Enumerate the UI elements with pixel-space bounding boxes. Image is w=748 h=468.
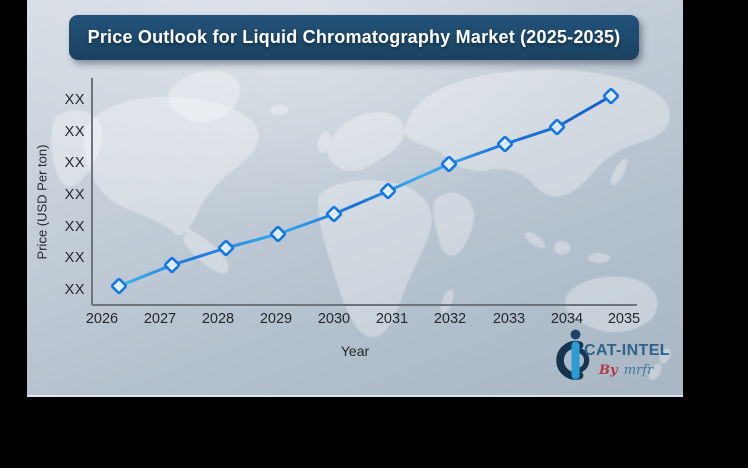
island-borneo: [554, 241, 570, 255]
data-point-marker: [325, 205, 343, 223]
continent-europe: [327, 112, 405, 172]
line-chart-plot: [91, 78, 637, 306]
logo-brand-text: CAT-INTEL: [584, 342, 670, 359]
island-madagascar: [440, 289, 454, 315]
monogram-i-dot: [570, 329, 581, 340]
x-axis-title: Year: [340, 343, 370, 359]
logo-by-text: By: [599, 363, 618, 378]
continent-africa: [318, 179, 432, 338]
chart-title: Price Outlook for Liquid Chromatography …: [87, 27, 621, 47]
series-markers-group: [110, 87, 620, 295]
island-uk: [317, 131, 331, 153]
data-point-marker: [163, 256, 181, 274]
island-japan: [610, 158, 628, 186]
continent-greenland: [168, 70, 241, 123]
data-point-marker: [217, 239, 235, 257]
monogram-right-hook: [577, 348, 590, 373]
y-axis-title: Price (USD Per ton): [34, 144, 50, 260]
data-point-marker: [269, 225, 287, 243]
logo-mrfr-text: mrfr: [623, 363, 654, 378]
continent-central-america: [183, 228, 229, 274]
island-nz-north: [659, 348, 671, 364]
data-point-marker: [379, 182, 397, 200]
axes-group: [91, 78, 637, 306]
chart-title-banner: Price Outlook for Liquid Chromatography …: [69, 15, 639, 60]
logo-byline: By mrfr: [599, 363, 653, 378]
continent-alaska: [51, 110, 103, 187]
cat-intel-logo: CAT-INTEL By mrfr: [547, 326, 683, 394]
cat-intel-monogram-icon: [556, 329, 590, 380]
data-point-marker: [440, 155, 458, 173]
continent-north-america: [83, 96, 259, 236]
series-line-group: [117, 94, 613, 288]
chart-image: Price Outlook for Liquid Chromatography …: [27, 0, 683, 397]
data-point-marker: [110, 277, 128, 295]
data-point-marker: [496, 135, 514, 153]
island-iceland: [270, 105, 288, 115]
monogram-i-stem: [571, 341, 580, 380]
island-nz-south: [648, 363, 662, 381]
continent-india: [433, 192, 474, 256]
data-point-marker: [548, 118, 566, 136]
data-point-marker: [602, 87, 620, 105]
island-sumatra: [524, 231, 546, 249]
island-newguinea: [588, 253, 610, 263]
